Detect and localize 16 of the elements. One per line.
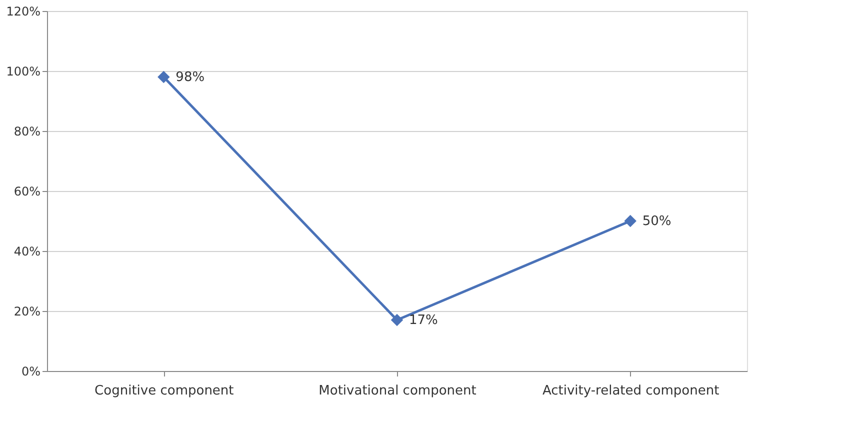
y-tick-label: 40% (14, 244, 40, 258)
data-label: 17% (409, 313, 438, 328)
y-tick-label: 100% (6, 64, 40, 78)
x-tick-label: Motivational component (318, 384, 476, 398)
x-tick-label: Cognitive component (94, 384, 234, 398)
y-tick-label: 120% (6, 4, 40, 18)
y-tick-label: 80% (14, 124, 40, 138)
point (390, 314, 404, 326)
y-tick-label: 60% (14, 184, 40, 198)
y-tick-label: 0% (21, 364, 40, 378)
point (624, 214, 636, 228)
data-label: 98% (176, 70, 205, 85)
point (158, 70, 170, 84)
data-label: 50% (642, 214, 672, 229)
x-tick-label: Activity-related component (542, 384, 720, 398)
y-tick-label: 20% (14, 304, 40, 318)
